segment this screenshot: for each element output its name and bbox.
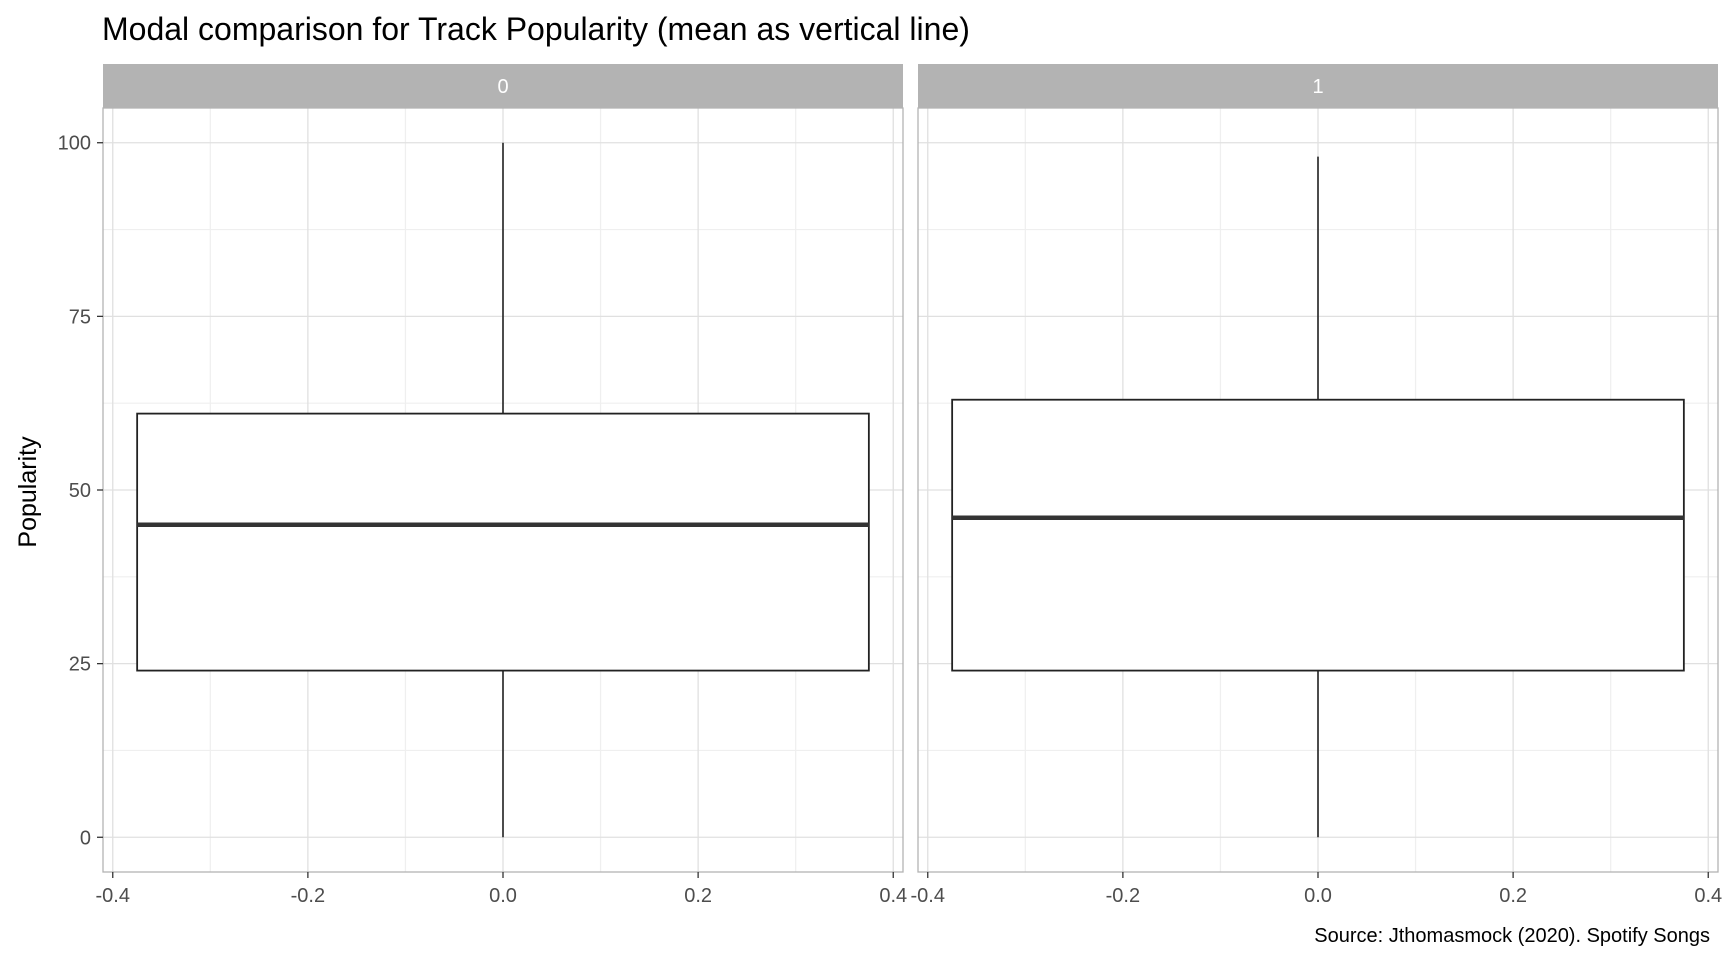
facet-strip-label: 1 (1312, 76, 1323, 98)
y-tick-label: 25 (69, 654, 91, 676)
facet-panels: 0 -0.4 -0.2 0.0 0.2 0.4 1 -0.4 -0.2 0.0 0.2 0.4 0 25 5… (58, 64, 1722, 907)
x-tick-label: -0.2 (1106, 885, 1140, 907)
chart-caption: Source: Jthomasmock (2020). Spotify Song… (1314, 925, 1710, 947)
y-axis-title: Popularity (14, 436, 42, 548)
chart-title: Modal comparison for Track Popularity (m… (102, 11, 970, 47)
y-tick-label: 75 (69, 306, 91, 328)
y-tick-label: 0 (80, 827, 91, 849)
facet-panel-1: 1 -0.4 -0.2 0.0 0.2 0.4 (911, 64, 1722, 907)
box-iqr (136, 412, 870, 672)
x-tick-label: 0.0 (1304, 885, 1332, 907)
facet-strip (918, 64, 1718, 108)
box-iqr (951, 398, 1685, 672)
x-tick-label: 0.2 (684, 885, 712, 907)
x-tick-label: -0.2 (291, 885, 325, 907)
x-tick-label: -0.4 (96, 885, 130, 907)
facet-strip (103, 64, 903, 108)
facet-strip-label: 0 (497, 76, 508, 98)
y-tick-label: 50 (69, 480, 91, 502)
x-tick-label: 0.4 (1694, 885, 1722, 907)
x-tick-label: -0.4 (911, 885, 945, 907)
y-tick-label: 100 (58, 133, 91, 155)
x-tick-label: 0.2 (1499, 885, 1527, 907)
x-tick-label: 0.0 (489, 885, 517, 907)
facet-panel-0: 0 -0.4 -0.2 0.0 0.2 0.4 (96, 64, 907, 907)
x-tick-label: 0.4 (879, 885, 907, 907)
